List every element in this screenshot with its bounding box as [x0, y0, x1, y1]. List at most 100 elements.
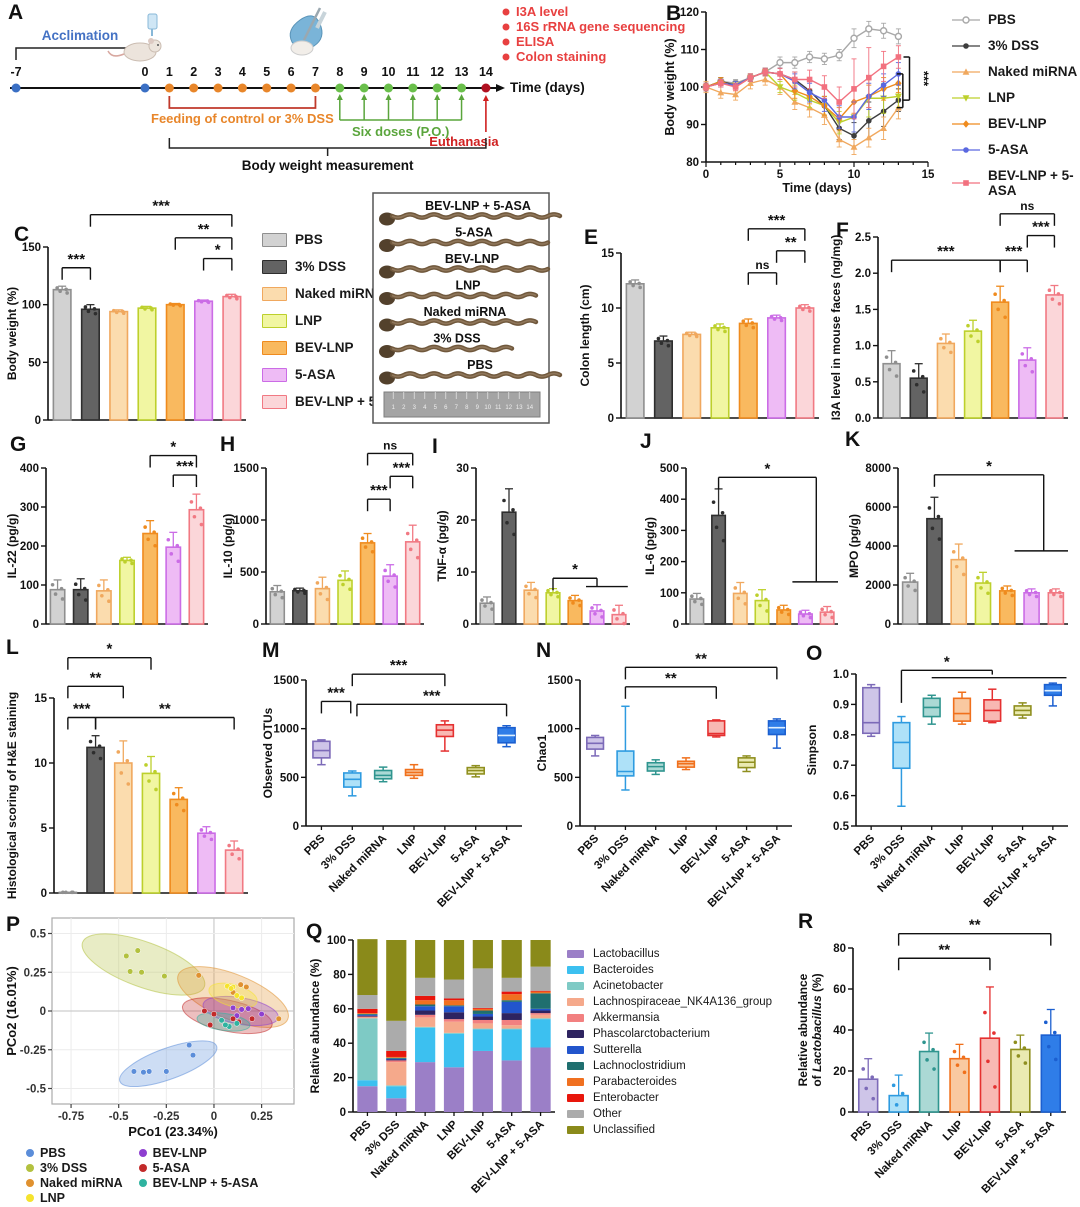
panel-h-il10-bar-chart: 0 500 1000 1500 IL-10 (pg/g) *** *** ns	[221, 438, 424, 631]
svg-text:***: ***	[370, 482, 388, 499]
legend-swatch-icon	[262, 286, 287, 301]
svg-text:PBS: PBS	[852, 832, 877, 857]
svg-text:7: 7	[455, 405, 459, 411]
legend-dot-icon	[26, 1194, 34, 1202]
svg-text:***: ***	[327, 684, 345, 701]
panel-b-bodyweight-line-chart: 80 90 100 110 120 0 5 10 15 Body weight (%) Time (…	[663, 7, 935, 195]
svg-text:0: 0	[840, 1107, 846, 1119]
svg-text:80: 80	[333, 969, 346, 981]
svg-text:400: 400	[20, 463, 39, 475]
svg-text:0: 0	[35, 415, 41, 427]
svg-text:***: ***	[152, 198, 170, 215]
svg-text:*: *	[944, 653, 950, 670]
svg-text:1500: 1500	[233, 463, 259, 475]
svg-text:4000: 4000	[865, 541, 891, 553]
svg-text:0.5: 0.5	[30, 929, 47, 941]
legend-item-pbs: PBS	[952, 12, 1080, 27]
legend-swatch-icon	[567, 1078, 584, 1086]
svg-text:3: 3	[413, 405, 417, 411]
svg-text:1.0: 1.0	[833, 669, 849, 681]
svg-text:1000: 1000	[273, 724, 299, 736]
svg-text:80: 80	[686, 157, 699, 169]
legend-item-bev-lnp-5-asa: BEV-LNP + 5-ASA	[138, 1176, 258, 1190]
svg-text:**: **	[198, 221, 210, 238]
svg-text:ns: ns	[383, 438, 397, 452]
svg-text:PBS: PBS	[348, 1118, 373, 1143]
svg-text:-0.25: -0.25	[153, 1111, 180, 1123]
svg-text:0: 0	[885, 619, 891, 631]
svg-text:0: 0	[253, 619, 259, 631]
svg-text:0: 0	[340, 1107, 346, 1119]
svg-text:Naked miRNA: Naked miRNA	[327, 833, 389, 895]
legend-item-5-asa: 5-ASA	[262, 367, 409, 382]
panel-g-il22-bar-chart: 0 100 200 300 400 IL-22 (pg/g) ****	[5, 439, 208, 631]
svg-text:10: 10	[601, 303, 614, 315]
legend-dot-icon	[138, 1179, 147, 1187]
legend-item-5-asa: 5-ASA	[952, 142, 1080, 157]
panel-q-legend: Lactobacillus Bacteroides Acinetobacter Lac…	[567, 948, 772, 1140]
svg-text:11: 11	[495, 405, 502, 411]
legend-item-lnp: LNP	[262, 313, 409, 328]
svg-text:13: 13	[516, 405, 523, 411]
svg-text:*: *	[170, 439, 176, 456]
svg-text:120: 120	[680, 7, 699, 19]
svg-text:1: 1	[392, 405, 396, 411]
svg-text:Time (days): Time (days)	[782, 181, 851, 195]
svg-text:0.25: 0.25	[24, 967, 47, 979]
svg-text:10: 10	[848, 169, 861, 181]
svg-text:500: 500	[554, 772, 573, 784]
svg-text:3: 3	[215, 65, 222, 79]
svg-text:5: 5	[777, 169, 784, 181]
svg-text:100: 100	[327, 935, 346, 947]
svg-text:Naked miRNA: Naked miRNA	[873, 1119, 935, 1181]
oral-gavage-icon	[289, 7, 327, 56]
legend-swatch-icon	[567, 966, 584, 974]
legend-swatch-icon	[262, 313, 287, 328]
svg-text:Six doses (P.O.): Six doses (P.O.)	[352, 124, 449, 139]
svg-text:100: 100	[680, 82, 699, 94]
svg-text:0: 0	[703, 169, 709, 181]
legend-item-bev-lnp: BEV-LNP	[262, 340, 409, 355]
svg-text:0: 0	[463, 619, 469, 631]
svg-text:LNP: LNP	[941, 1118, 966, 1143]
panel-letter-e: E	[584, 226, 599, 249]
svg-text:20: 20	[833, 1066, 846, 1078]
legend-item-5-asa: 5-ASA	[138, 1161, 259, 1175]
svg-text:0: 0	[293, 821, 299, 833]
svg-text:-0.75: -0.75	[58, 1111, 85, 1123]
svg-text:TNF-α (pg/g): TNF-α (pg/g)	[435, 510, 449, 581]
legend-swatch-icon	[567, 950, 584, 958]
legend-item-naked-mirna: Naked miRNA	[262, 286, 409, 301]
svg-text:15: 15	[601, 248, 614, 260]
svg-text:PBS: PBS	[576, 832, 601, 857]
panel-letter-g: G	[10, 433, 27, 456]
legend-dot-icon	[26, 1149, 34, 1157]
legend-item-lachnospiraceae-nk4a136-group: Lachnospiraceae_NK4A136_group	[567, 996, 772, 1008]
legend-item-parabacteroides: Parabacteroides	[567, 1076, 772, 1088]
svg-text:*: *	[986, 458, 992, 475]
panel-letter-r: R	[798, 910, 814, 933]
legend-item-other: Other	[567, 1108, 772, 1120]
legend-marker-icon	[952, 94, 980, 102]
svg-text:Colon staining: Colon staining	[516, 49, 606, 64]
legend-swatch-icon	[567, 1014, 584, 1022]
svg-text:0: 0	[673, 619, 679, 631]
svg-text:6000: 6000	[865, 502, 891, 514]
svg-text:0.7: 0.7	[833, 760, 849, 772]
legend-item-sutterella: Sutterella	[567, 1044, 772, 1056]
legend-marker-icon	[952, 67, 980, 75]
svg-text:***: ***	[176, 458, 194, 475]
svg-text:5-ASA: 5-ASA	[455, 226, 493, 240]
svg-text:LNP: LNP	[456, 279, 481, 293]
svg-text:6: 6	[444, 405, 448, 411]
svg-text:*: *	[572, 561, 578, 578]
legend-marker-icon	[952, 119, 980, 128]
legend-swatch-icon	[567, 998, 584, 1006]
svg-text:Simpson: Simpson	[805, 725, 819, 776]
svg-text:20: 20	[333, 1073, 346, 1085]
svg-text:Body weight measurement: Body weight measurement	[242, 158, 414, 173]
legend-item-naked-mirna: Naked miRNA	[26, 1176, 123, 1190]
mouse-acclimation-icon	[107, 13, 162, 62]
